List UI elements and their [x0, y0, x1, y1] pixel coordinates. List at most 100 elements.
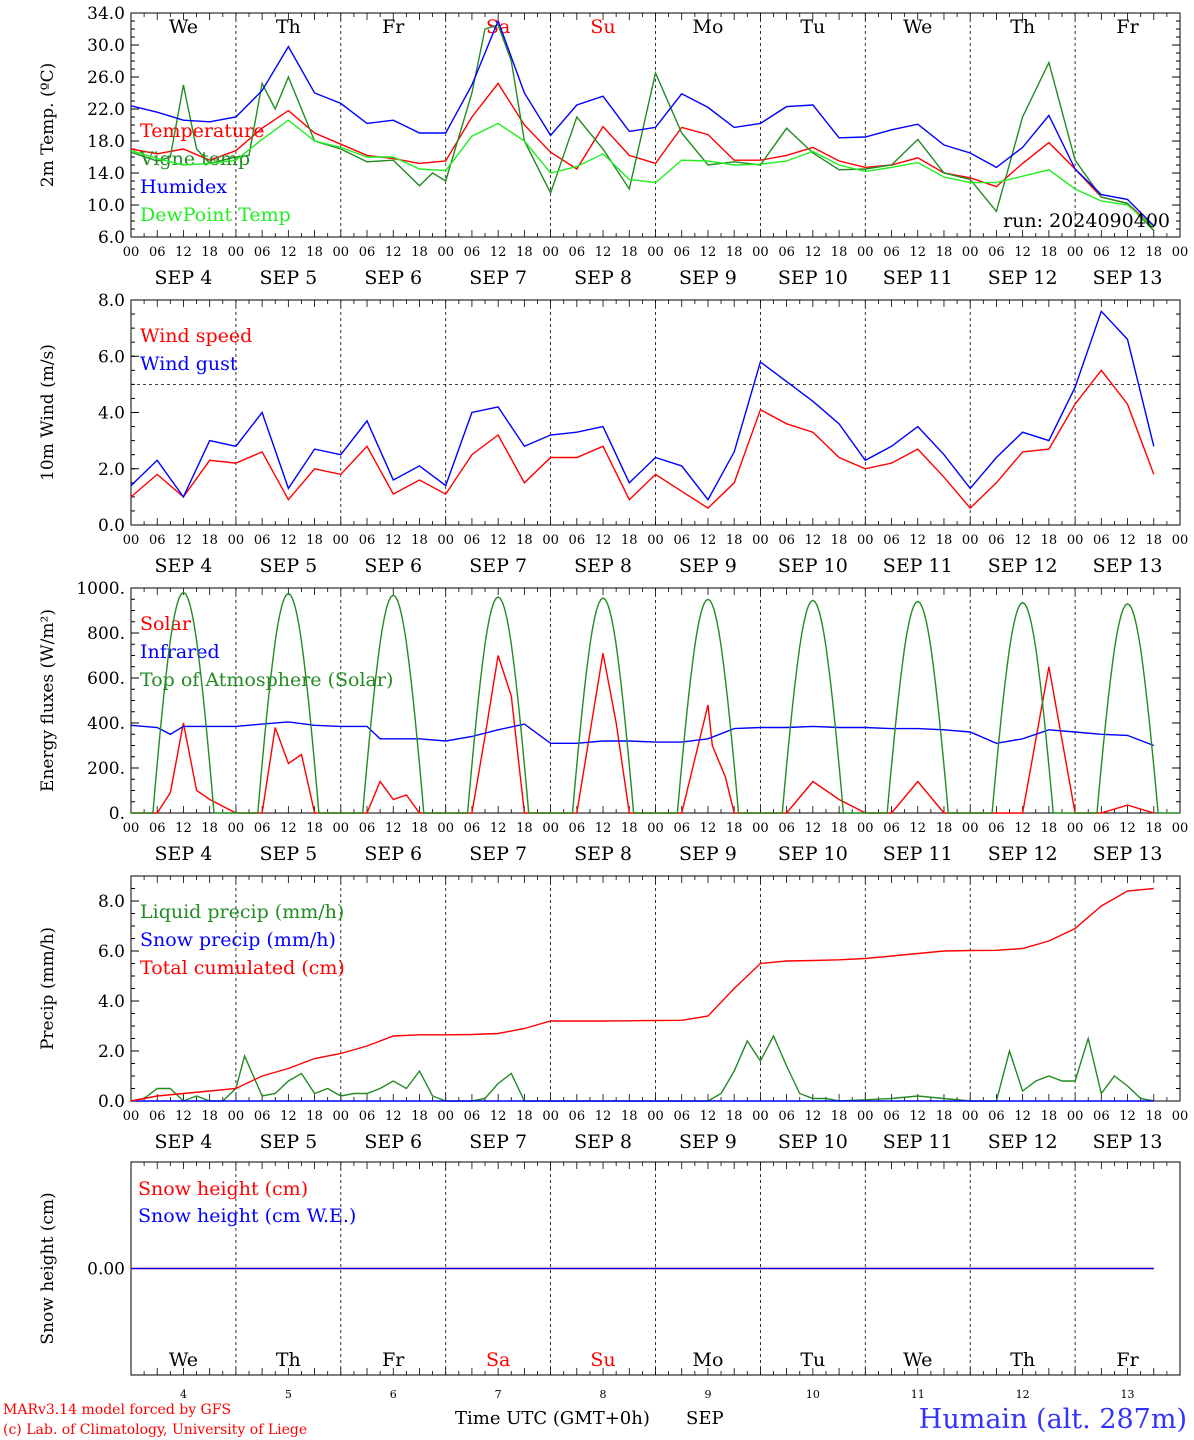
series-line-3 — [131, 591, 1180, 814]
x-hour-label: 12 — [595, 245, 612, 260]
x-date-label: SEP 11 — [883, 555, 953, 577]
x-hour-label: 06 — [464, 245, 481, 260]
series-line-3 — [130, 887, 1154, 1102]
series-line-3 — [130, 19, 1155, 227]
x-hour-label: 06 — [569, 1109, 586, 1124]
x-date-label: SEP 10 — [778, 843, 848, 865]
x-hour-label: 06 — [988, 533, 1005, 548]
x-axis-label: Time UTC (GMT+0h) — [455, 1408, 650, 1429]
x-date-label: SEP 12 — [988, 843, 1058, 865]
x-hour-label: 06 — [149, 245, 166, 260]
date-label: 11 — [911, 1388, 925, 1401]
y-axis-label: Precip (mm/h) — [38, 927, 58, 1050]
x-date-label: SEP 9 — [679, 267, 737, 289]
plot-frame — [130, 299, 1181, 526]
x-hour-label: 12 — [805, 245, 822, 260]
x-hour-label: 12 — [1014, 1109, 1031, 1124]
x-date-label: SEP 9 — [679, 555, 737, 577]
weekday-label: Tu — [800, 16, 825, 38]
x-hour-label: 06 — [883, 1109, 900, 1124]
x-date-label: SEP 12 — [988, 267, 1058, 289]
x-hour-label: 00 — [752, 533, 769, 548]
legend-entry: Snow height (cm) — [138, 1178, 308, 1200]
x-date-label: SEP 5 — [259, 267, 317, 289]
x-hour-label: 12 — [700, 245, 717, 260]
x-date-label: SEP 4 — [155, 1131, 213, 1153]
x-date-label: SEP 10 — [778, 267, 848, 289]
x-hour-label: 00 — [962, 245, 979, 260]
x-hour-label: 18 — [831, 821, 848, 836]
x-hour-label: 12 — [175, 821, 192, 836]
y-tick-label: 800. — [87, 624, 125, 644]
weekday-label: Fr — [382, 1349, 405, 1371]
x-date-label: SEP 7 — [469, 555, 527, 577]
x-hour-label: 18 — [726, 533, 743, 548]
y-tick-label: 22.0 — [87, 100, 125, 120]
x-hour-label: 00 — [1172, 245, 1189, 260]
x-date-label: SEP 10 — [778, 1131, 848, 1153]
x-hour-label: 00 — [857, 245, 874, 260]
x-date-label: SEP 12 — [988, 1131, 1058, 1153]
x-hour-label: 18 — [831, 245, 848, 260]
x-date-label: SEP 7 — [469, 1131, 527, 1153]
x-hour-label: 06 — [988, 1109, 1005, 1124]
x-hour-label: 06 — [359, 245, 376, 260]
x-hour-label: 12 — [805, 533, 822, 548]
x-hour-label: 18 — [201, 245, 218, 260]
weekday-label: Mo — [692, 16, 723, 38]
x-hour-label: 18 — [516, 821, 533, 836]
x-hour-label: 12 — [490, 533, 507, 548]
x-hour-label: 00 — [228, 1109, 245, 1124]
run-annotation: run: 2024090400 — [1003, 210, 1170, 232]
x-hour-label: 06 — [569, 533, 586, 548]
x-hour-label: 18 — [936, 245, 953, 260]
x-hour-label: 06 — [988, 245, 1005, 260]
x-hour-label: 18 — [1041, 533, 1058, 548]
series-line-2 — [130, 309, 1155, 501]
date-label: 6 — [390, 1388, 397, 1401]
y-tick-label: 2.0 — [98, 1042, 125, 1062]
x-hour-label: 06 — [1093, 1109, 1110, 1124]
x-axis-month: SEP — [686, 1408, 724, 1429]
x-hour-label: 00 — [647, 245, 664, 260]
x-hour-label: 00 — [857, 821, 874, 836]
x-date-label: SEP 8 — [574, 1131, 632, 1153]
x-hour-label: 18 — [411, 1109, 428, 1124]
legend-entry: Snow precip (mm/h) — [140, 929, 336, 951]
x-hour-label: 00 — [123, 821, 140, 836]
x-hour-label: 18 — [516, 245, 533, 260]
x-date-label: SEP 5 — [259, 555, 317, 577]
x-hour-label: 12 — [1014, 533, 1031, 548]
series-line-2 — [130, 721, 1155, 747]
x-hour-label: 06 — [254, 533, 271, 548]
x-hour-label: 18 — [516, 533, 533, 548]
x-date-label: SEP 11 — [883, 267, 953, 289]
x-date-label: SEP 8 — [574, 555, 632, 577]
date-label: 7 — [495, 1388, 502, 1401]
y-tick-label: 30.0 — [87, 36, 125, 56]
weekday-label: Fr — [1116, 1349, 1139, 1371]
x-hour-label: 12 — [280, 1109, 297, 1124]
panel-4: 0.0 2.0 4.0 6.0 8.0 Precip (mm/h) 00 06 12 18 SEP … — [38, 875, 1188, 1153]
station-label: Humain (alt. 287m) — [919, 1404, 1187, 1435]
x-hour-label: 12 — [805, 1109, 822, 1124]
y-tick-label: 6.0 — [98, 942, 125, 962]
x-hour-label: 18 — [831, 1109, 848, 1124]
x-date-label: SEP 8 — [574, 267, 632, 289]
x-hour-label: 18 — [726, 821, 743, 836]
x-hour-label: 18 — [306, 533, 323, 548]
x-hour-label: 06 — [569, 245, 586, 260]
y-axis-label: Energy fluxes (W/m²) — [38, 609, 58, 792]
y-tick-label: 34.0 — [87, 4, 125, 24]
weekday-label: Th — [1010, 16, 1035, 38]
y-tick-label: 400. — [87, 714, 125, 734]
x-hour-label: 12 — [280, 245, 297, 260]
x-hour-label: 06 — [149, 821, 166, 836]
x-hour-label: 18 — [411, 821, 428, 836]
weekday-label: We — [903, 1349, 932, 1371]
y-tick-label: 0.0 — [98, 516, 125, 536]
x-hour-label: 18 — [1146, 821, 1163, 836]
x-date-label: SEP 11 — [883, 843, 953, 865]
x-hour-label: 18 — [1146, 245, 1163, 260]
legend-entry: Liquid precip (mm/h) — [140, 901, 344, 923]
